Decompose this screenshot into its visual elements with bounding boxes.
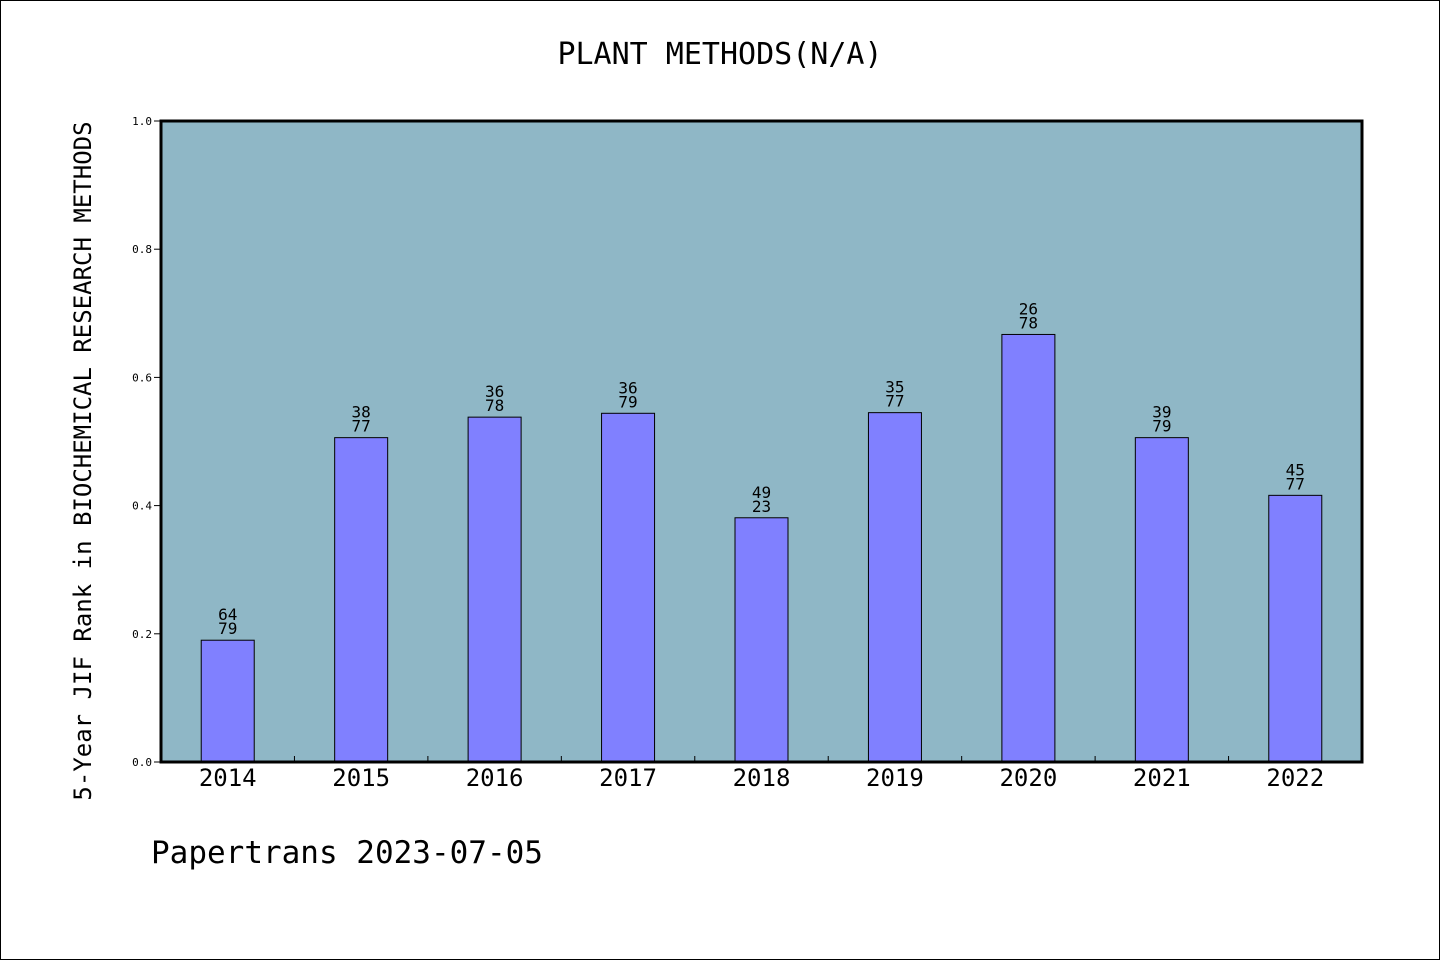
- plot-frame: [159, 119, 1364, 764]
- bar: [467, 416, 522, 763]
- bar: [334, 437, 389, 763]
- y-tick-label: 0.0: [132, 756, 152, 769]
- bar-label-rank: 64: [218, 605, 237, 624]
- x-tick-label: 2019: [866, 764, 924, 792]
- y-tick-label: 0.8: [132, 243, 152, 256]
- bar-label-rank: 49: [752, 483, 771, 502]
- bar-label-total: 78: [485, 396, 504, 415]
- x-tick-label: 2015: [332, 764, 390, 792]
- bar-label-total: 23: [752, 497, 771, 516]
- y-tick-label: 1.0: [132, 115, 152, 128]
- bar-label-rank: 45: [1286, 460, 1305, 479]
- y-tick-label: 0.2: [132, 628, 152, 641]
- x-tick-label: 2021: [1133, 764, 1191, 792]
- bar-label-rank: 39: [1152, 403, 1171, 422]
- bar-label-total: 79: [618, 392, 637, 411]
- bar-label-rank: 38: [352, 403, 371, 422]
- x-tick-label: 2016: [466, 764, 524, 792]
- bar: [867, 412, 922, 763]
- bar-label-rank: 36: [618, 378, 637, 397]
- bar: [1134, 437, 1189, 763]
- bar-label-total: 77: [1286, 474, 1305, 493]
- bar-label-total: 79: [1152, 417, 1171, 436]
- bar-label-total: 78: [1019, 313, 1038, 332]
- bar: [734, 517, 789, 763]
- bar-label-rank: 35: [885, 378, 904, 397]
- bar: [601, 412, 656, 763]
- x-tick-label: 2018: [733, 764, 791, 792]
- y-tick-label: 0.4: [132, 500, 152, 513]
- bar-label-rank: 26: [1019, 299, 1038, 318]
- footer-text: Papertrans 2023-07-05: [151, 835, 543, 871]
- x-tick-label: 2022: [1266, 764, 1324, 792]
- y-tick-label: 0.6: [132, 371, 152, 384]
- chart-title: PLANT METHODS(N/A): [557, 37, 883, 72]
- bar: [1268, 494, 1323, 763]
- bar-label-total: 77: [352, 417, 371, 436]
- x-tick-label: 2020: [999, 764, 1057, 792]
- bar: [200, 639, 255, 763]
- bar-label-rank: 36: [485, 382, 504, 401]
- bar: [1001, 333, 1056, 763]
- x-tick-label: 2017: [599, 764, 657, 792]
- bar-label-total: 77: [885, 392, 904, 411]
- x-tick-label: 2014: [199, 764, 257, 792]
- bar-label-total: 79: [218, 619, 237, 638]
